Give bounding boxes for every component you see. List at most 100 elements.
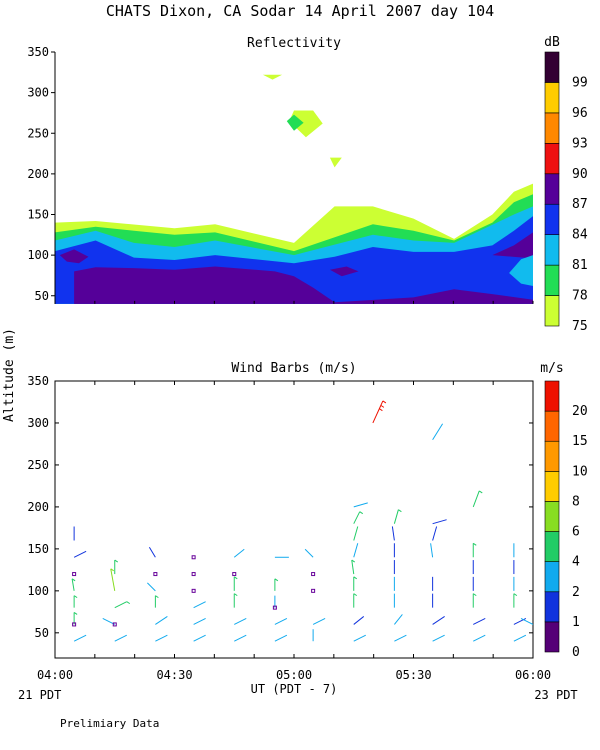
wind-ytick-label: 200 [27,500,49,514]
wind-colorbar-label: 20 [572,404,588,419]
wind-barb [432,519,447,525]
wind-barb-flag [380,404,385,408]
figure-title: CHATS Dixon, CA Sodar 14 April 2007 day … [106,2,494,20]
wind-barb [430,543,434,558]
reflectivity-patch-0 [289,110,323,138]
calm-wind-marker [232,572,237,577]
wind-barb-flag [379,408,383,412]
calm-wind-marker [191,588,196,593]
wind-barb [147,582,156,592]
wind-barb-flag [73,612,78,615]
wind-barb-flag [73,595,78,599]
wind-barb [513,617,527,625]
reflectivity-colorbar-label: 99 [572,75,588,90]
reflectivity-colorbar-swatch [544,295,560,327]
reflectivity-colorbar-label: 93 [572,136,588,151]
reflectivity-yaxis: 50 100 150 200 250 300 350 [27,45,56,304]
wind-xtick-label: 04:00 [37,668,73,682]
reflectivity-layer-87 [74,266,533,304]
wind-barb-flag [398,509,402,513]
calm-wind-marker [272,605,277,610]
wind-barb-flag [382,400,387,404]
wind-barb [353,526,359,541]
wind-barb [71,578,75,591]
wind-barb [274,634,288,642]
reflectivity-patch-5 [329,266,359,277]
wind-barb-flag [114,559,119,563]
wind-ytick-label: 300 [27,416,49,430]
reflectivity-colorbar-label: 84 [572,228,588,243]
wind-xtick-label: 04:30 [156,668,192,682]
wind-barb [393,614,403,625]
wind-colorbar-label: 8 [572,494,580,509]
wind-colorbar-unit: m/s [540,361,563,376]
wind-colorbar-swatch [544,621,560,653]
wind-ytick-label: 150 [27,542,49,556]
wind-ytick-label: 350 [27,374,49,388]
wind-colorbar-label: 10 [572,464,588,479]
wind-colorbar-label: 2 [572,585,580,600]
wind-ytick-label: 50 [35,626,49,640]
wind-barb [193,601,206,609]
reflectivity-colorbar-label: 96 [572,106,588,121]
wind-barb-flag [126,601,131,605]
reflectivity-colorbar-label: 78 [572,289,588,304]
reflectivity-colorbar-swatch [544,203,560,235]
wind-barbs-yaxis: 50 100 150 200 250 300 350 [27,374,533,640]
wind-barb [148,547,156,558]
reflectivity-patch-7 [509,255,533,286]
wind-barb [193,617,206,625]
wind-barb-flag [233,576,238,580]
start-date-label: 21 PDT [18,688,61,702]
wind-barb [432,423,444,441]
wind-barb [432,616,445,625]
wind-colorbar-label: 6 [572,525,580,540]
wind-barb [234,617,247,625]
calm-wind-marker [311,572,316,577]
calm-wind-marker [311,588,316,593]
wind-barb [353,543,359,558]
wind-barb-flag [513,593,518,597]
wind-barb [193,634,206,642]
wind-barb [432,634,445,642]
wind-barb-flag [353,593,358,597]
wind-barb [372,400,384,424]
wind-barb-flag [359,511,364,515]
wind-barb [234,634,247,642]
reflectivity-colorbar-label: 81 [572,258,588,273]
reflectivity-colorbar-label: 87 [572,197,588,212]
wind-barb [473,617,486,625]
wind-barb [114,634,127,642]
reflectivity-ytick-label: 100 [27,248,49,262]
wind-colorbar-swatch [544,410,560,442]
wind-barbs-xaxis: 04:00 04:30 05:00 05:30 06:00 [37,381,551,682]
wind-colorbar-swatch [544,531,560,562]
wind-colorbar: 0 1 2 4 6 8 10 15 20 [544,380,588,660]
wind-barb [353,511,361,524]
reflectivity-patch-2 [329,157,342,168]
wind-barb [393,509,399,524]
wind-barb [155,616,168,625]
reflectivity-xticks [54,300,534,304]
wind-barb [391,526,395,541]
wind-barb [351,559,355,575]
wind-barb-flag [233,593,238,597]
wind-barb-flag [71,578,76,582]
reflectivity-ytick-label: 200 [27,167,49,181]
wind-barb-flag [353,576,358,580]
wind-barbs-plot-area [54,380,534,659]
reflectivity-colorbar-swatch [544,173,560,205]
wind-barb [353,502,368,508]
calm-wind-marker [72,622,77,627]
reflectivity-patch-1 [286,114,304,131]
wind-barb [155,634,168,642]
reflectivity-fill [55,74,533,304]
wind-colorbar-swatch [544,591,560,623]
reflectivity-colorbar-swatch [544,264,560,296]
reflectivity-ytick-label: 50 [35,289,49,303]
calm-wind-marker [191,555,196,560]
wind-barb [513,634,527,642]
wind-colorbar-label: 0 [572,645,580,660]
